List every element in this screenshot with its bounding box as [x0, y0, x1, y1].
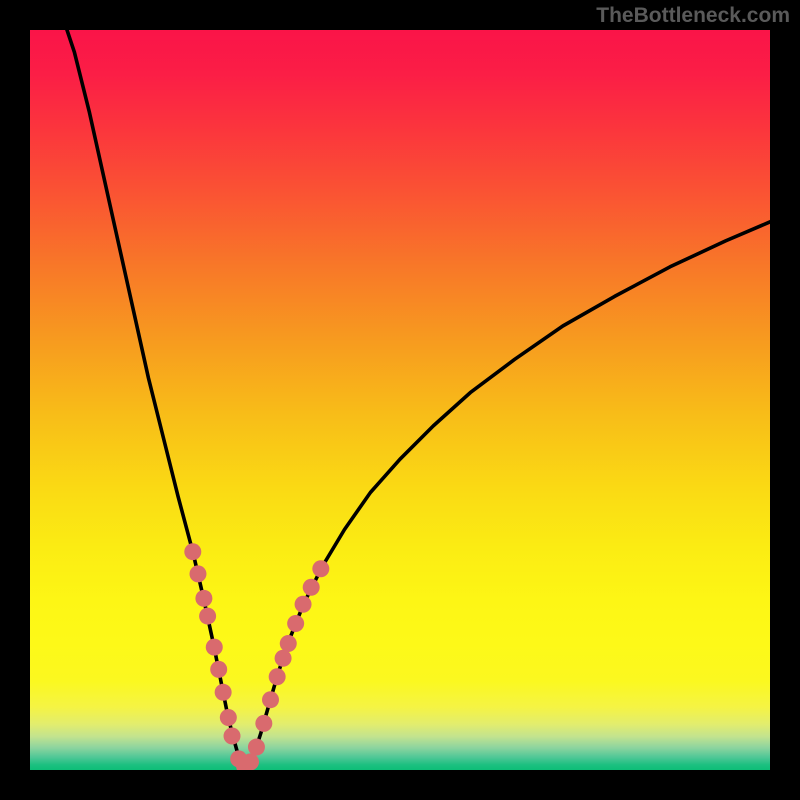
- marker-dot: [242, 753, 259, 770]
- plot-background: [30, 30, 770, 770]
- marker-dot: [275, 650, 292, 667]
- marker-dot: [224, 727, 241, 744]
- marker-dot: [195, 590, 212, 607]
- marker-dot: [262, 691, 279, 708]
- marker-dot: [189, 565, 206, 582]
- marker-dot: [215, 684, 232, 701]
- marker-dot: [206, 639, 223, 656]
- marker-dot: [199, 608, 216, 625]
- marker-dot: [269, 668, 286, 685]
- marker-dot: [220, 709, 237, 726]
- marker-dot: [312, 560, 329, 577]
- chart-svg: [0, 0, 800, 800]
- marker-dot: [248, 739, 265, 756]
- marker-dot: [303, 579, 320, 596]
- chart-container: TheBottleneck.com: [0, 0, 800, 800]
- marker-dot: [287, 615, 304, 632]
- marker-dot: [280, 635, 297, 652]
- marker-dot: [184, 543, 201, 560]
- marker-dot: [210, 661, 227, 678]
- watermark-text: TheBottleneck.com: [596, 4, 790, 28]
- marker-dot: [255, 715, 272, 732]
- marker-dot: [295, 596, 312, 613]
